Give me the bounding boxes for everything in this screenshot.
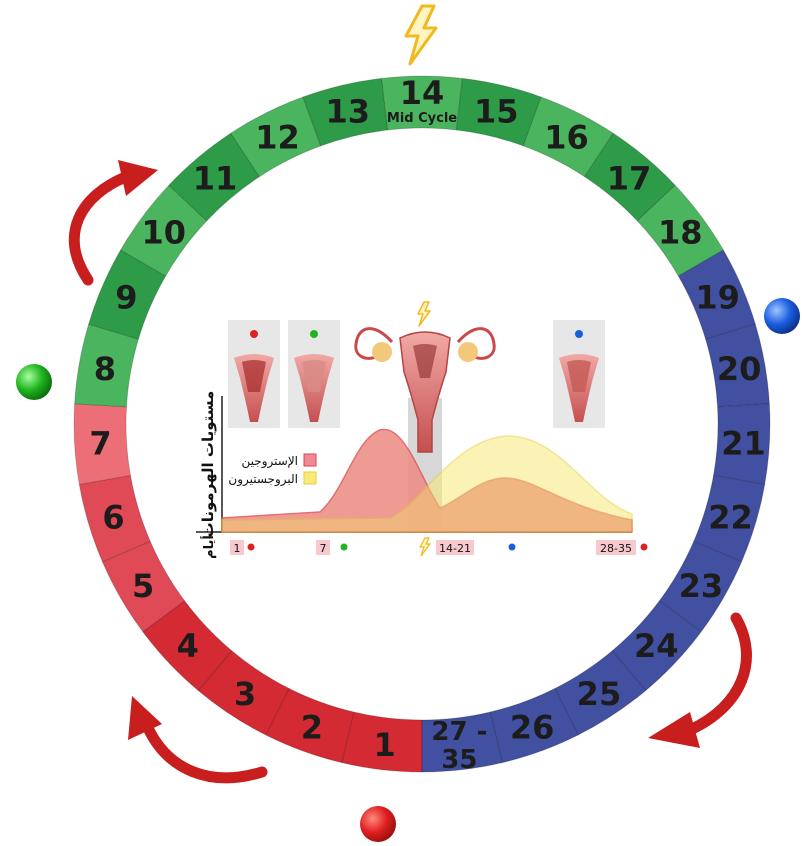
tick-day-28-35: 28-35	[600, 542, 632, 555]
legend-progesterone-label: البروجستيرون	[228, 472, 298, 487]
tick-day-14-21: 14-21	[439, 542, 471, 555]
cycle-segment-day-14	[381, 75, 463, 131]
x-axis-label: أيام	[200, 535, 217, 559]
cycle-day-label: 19	[695, 278, 740, 316]
uterus-icon	[354, 327, 496, 453]
cycle-segment-day-24	[611, 600, 702, 692]
cycle-segment-day-1	[341, 711, 423, 773]
cycle-segment-day-17	[583, 132, 676, 222]
cycle-day-label: 23	[679, 567, 724, 605]
hormone-chart: الإستروجين البروجستيرون مستويات الهرمونا…	[196, 301, 648, 559]
cycle-day-label: 11	[193, 159, 238, 197]
cycle-day-label: 2	[301, 709, 323, 747]
lightning-small-icon	[417, 301, 431, 327]
cycle-day-label: 26	[510, 709, 555, 747]
y-axis-label: مستويات الهرمونات	[199, 391, 217, 538]
tick-day-1: 1	[234, 542, 241, 555]
progesterone-curve	[221, 435, 633, 533]
cycle-segment-day-6	[78, 474, 151, 563]
cycle-segment-day-12	[230, 96, 322, 178]
cycle-day-label: 6	[102, 498, 124, 536]
cycle-day-label: 20	[717, 350, 762, 388]
lightning-icon	[404, 4, 438, 66]
cycle-arrow-lower-left	[128, 696, 268, 784]
cycle-arrow-upper-left	[68, 160, 158, 286]
cycle-segment-day-27	[421, 711, 503, 773]
cycle-segment-day-9	[87, 249, 167, 340]
green-dot-icon	[16, 364, 52, 400]
blue-dot-icon	[764, 298, 800, 334]
red-dot-icon	[360, 806, 396, 842]
cycle-day-label: 21	[721, 425, 766, 463]
tick-day-7: 7	[320, 542, 327, 555]
cycle-day-label: 16	[544, 118, 589, 156]
cycle-day-label: 27 -35	[431, 717, 487, 775]
uterus-panel-day-1	[228, 320, 280, 428]
cycle-segment-day-4	[142, 600, 233, 692]
cycle-day-label: 25	[577, 675, 622, 713]
cycle-day-label: 13	[325, 93, 370, 131]
cycle-day-label: 24	[634, 627, 679, 665]
mid-cycle-label: Mid Cycle	[387, 111, 457, 126]
cycle-day-label: 10	[141, 214, 186, 252]
cycle-segment-day-7	[73, 403, 132, 486]
cycle-day-label: 9	[115, 278, 137, 316]
cycle-day-label: 1	[373, 726, 395, 764]
cycle-day-label: 14	[400, 74, 445, 112]
cycle-day-label: 8	[94, 350, 116, 388]
cycle-segment-day-11	[168, 132, 261, 222]
cycle-segment-day-19	[677, 249, 757, 340]
cycle-day-label: 22	[708, 498, 753, 536]
cycle-day-label: 15	[474, 93, 519, 131]
cycle-day-label: 7	[89, 425, 111, 463]
cycle-day-label: 12	[255, 118, 300, 156]
cycle-segment-day-25	[554, 650, 647, 736]
cycle-segment-day-23	[658, 540, 743, 633]
legend-estrogen-label: الإستروجين	[242, 454, 298, 469]
uterus-panel-day-7	[288, 320, 340, 428]
cycle-segment-day-5	[101, 540, 186, 633]
cycle-day-label: 4	[177, 627, 199, 665]
cycle-arrow-lower-right	[648, 612, 752, 748]
cycle-day-label: 17	[607, 159, 652, 197]
cycle-day-label: 3	[234, 675, 256, 713]
chart-legend: الإستروجين البروجستيرون	[228, 453, 317, 487]
uterus-panel-day-28	[553, 320, 605, 428]
cycle-day-label: 18	[658, 214, 703, 252]
cycle-day-label: 5	[132, 567, 154, 605]
